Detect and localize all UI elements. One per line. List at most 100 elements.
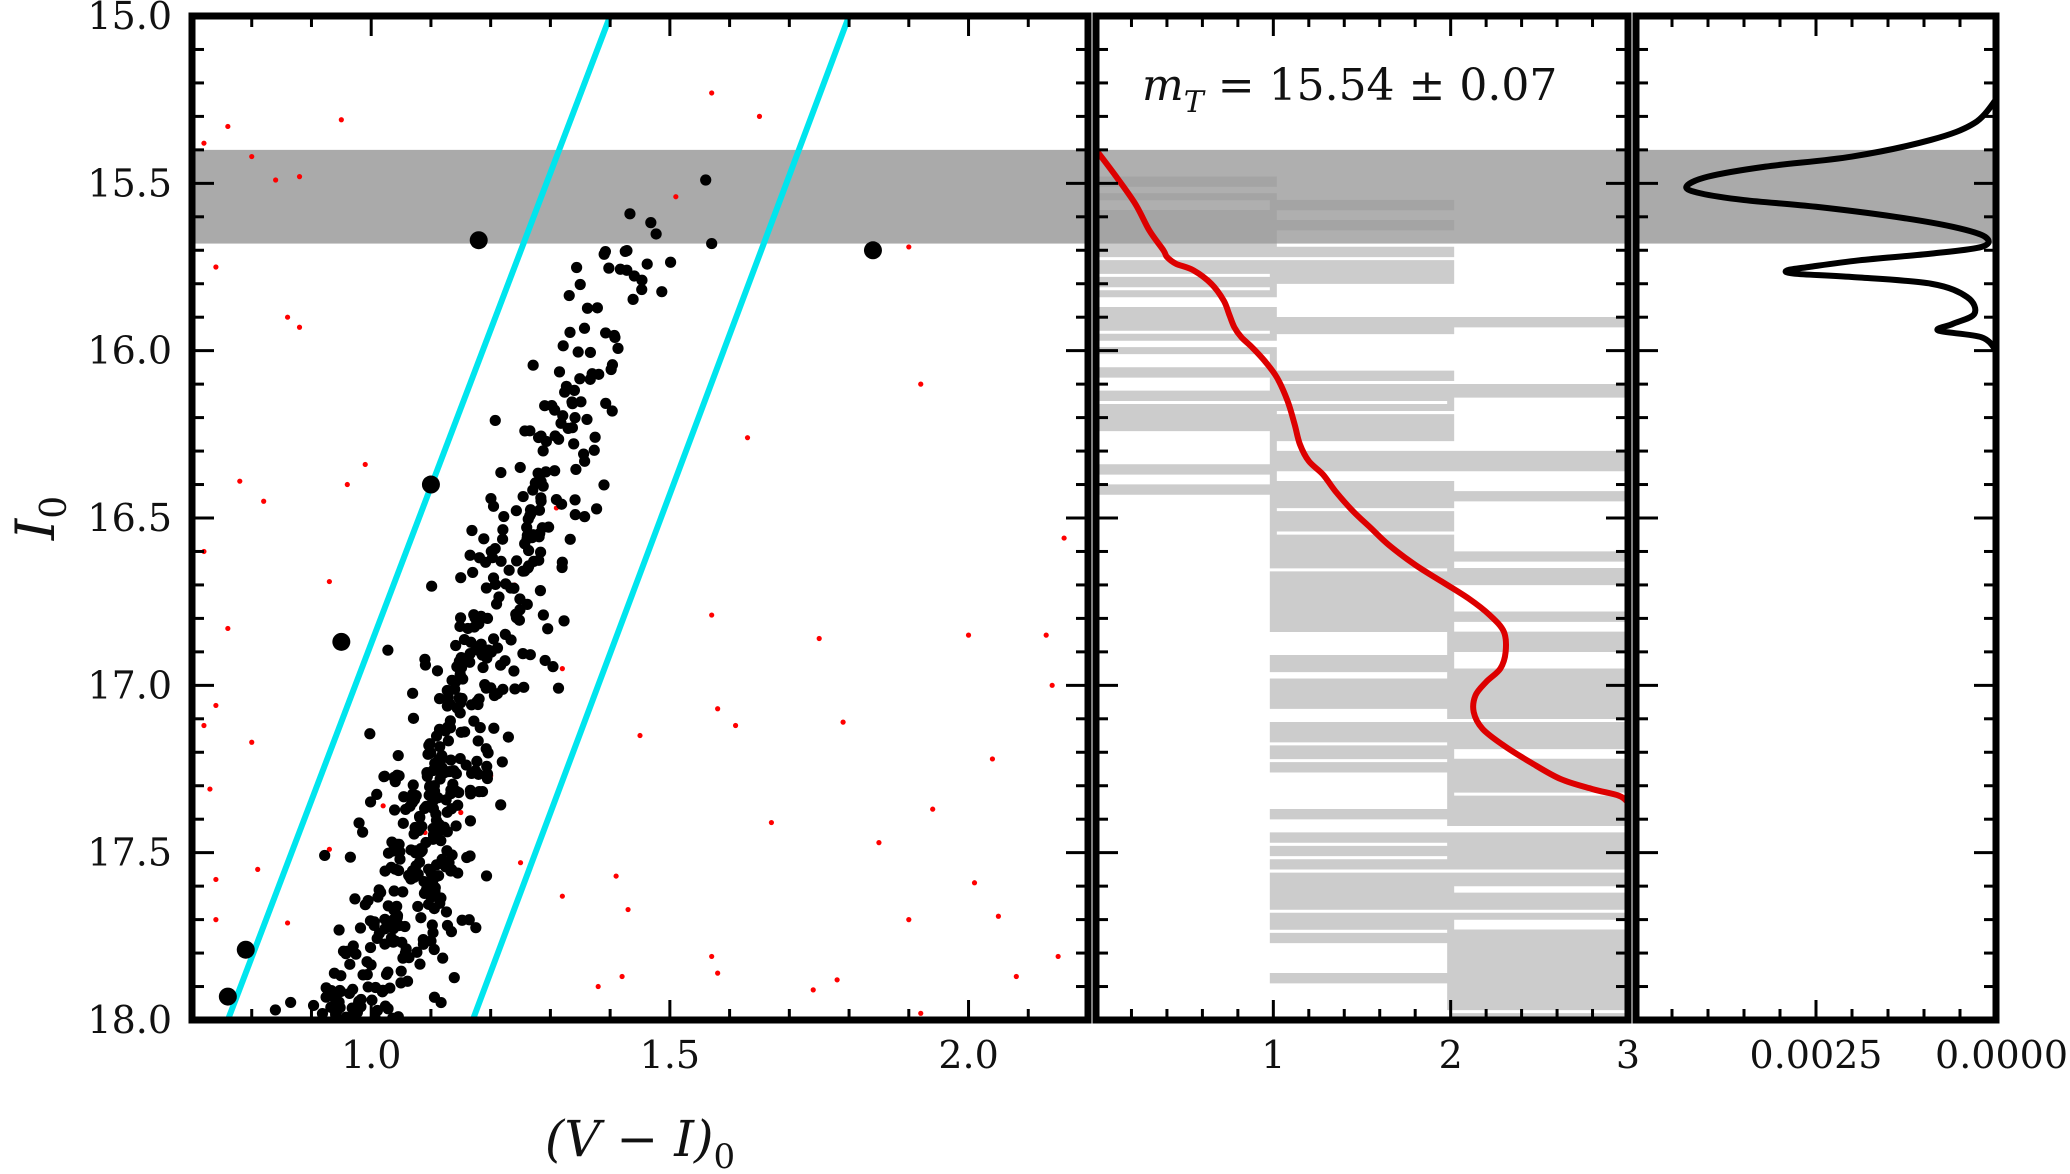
selected-star	[480, 582, 493, 594]
selected-star	[466, 524, 478, 537]
selected-star	[557, 340, 569, 352]
selected-star	[569, 412, 581, 424]
y-axis-title: I0	[4, 496, 75, 541]
selected-star	[364, 796, 377, 808]
selected-star	[636, 274, 648, 286]
rejected-star	[255, 866, 261, 873]
selected-star	[486, 552, 499, 564]
selected-star	[535, 492, 547, 504]
selected-star	[503, 564, 515, 576]
rejected-star	[225, 123, 231, 130]
selected-star	[514, 593, 526, 605]
selected-star	[532, 431, 545, 444]
x-tick-label: 0.0000	[1935, 1033, 2068, 1077]
selected-star	[526, 532, 538, 544]
selected-star	[575, 396, 587, 408]
rejected-star	[768, 819, 775, 826]
lf-histogram-steps	[1096, 166, 1628, 1020]
selected-star	[700, 174, 712, 186]
selected-star	[418, 887, 431, 899]
selected-star	[590, 503, 603, 515]
selected-star	[496, 756, 508, 768]
selected-star	[430, 814, 443, 826]
selected-star	[549, 465, 561, 477]
selected-star	[540, 466, 552, 478]
rejected-star	[840, 719, 846, 725]
selected-star	[442, 691, 454, 704]
selected-star	[414, 958, 426, 970]
selected-star	[547, 661, 559, 673]
selected-star	[537, 609, 549, 621]
selected-star	[407, 779, 419, 791]
selected-star	[559, 386, 571, 398]
selected-star	[517, 648, 529, 660]
er-frame	[1632, 12, 2000, 1024]
x-tick-label: 1.0	[341, 1033, 401, 1077]
x-tick-label: 1.5	[640, 1033, 700, 1077]
selected-star	[558, 615, 570, 627]
selected-star	[606, 359, 619, 371]
rejected-star	[1061, 535, 1067, 541]
selected-star	[365, 959, 377, 971]
x-tick-label: 2.0	[938, 1033, 998, 1077]
selected-star	[479, 679, 491, 691]
selected-star	[382, 644, 394, 656]
rejected-star	[637, 732, 643, 739]
selected-star	[624, 208, 636, 220]
rejected-star	[273, 177, 279, 183]
selected-star	[334, 984, 346, 997]
selected-star	[431, 665, 444, 677]
selected-star	[392, 749, 404, 762]
x-tick-label: 3	[1616, 1033, 1640, 1077]
selected-star	[412, 900, 424, 913]
selected-star	[462, 622, 474, 635]
selected-star	[236, 940, 255, 959]
rejected-star	[715, 706, 721, 712]
selected-star	[427, 927, 439, 939]
selected-star	[499, 628, 511, 640]
selected-star	[508, 582, 520, 594]
selected-star	[332, 632, 351, 651]
selected-star	[340, 948, 352, 960]
selected-star	[353, 817, 365, 829]
x-axis-title: (V − I)0	[545, 1110, 735, 1174]
selected-star	[612, 342, 624, 354]
selected-star	[445, 926, 458, 938]
selected-star	[455, 726, 467, 738]
lf-trgb-band	[1096, 149, 1628, 244]
y-tick-label: 15.0	[87, 0, 172, 38]
selected-star	[598, 479, 610, 491]
selected-star	[473, 552, 486, 564]
selected-star	[391, 911, 403, 923]
selected-star	[534, 585, 547, 597]
selected-star	[420, 836, 432, 849]
selected-star	[407, 687, 419, 699]
selected-star	[468, 715, 480, 727]
rejected-star	[249, 739, 255, 745]
selected-star	[441, 766, 453, 778]
selected-star	[320, 991, 332, 1003]
selected-star	[413, 856, 426, 868]
selected-star	[511, 555, 523, 567]
selected-star	[433, 755, 445, 767]
selected-star	[439, 725, 451, 737]
selected-star	[344, 958, 356, 970]
rejected-star	[1013, 973, 1019, 980]
selected-star	[621, 245, 633, 257]
trgb-annotation: mT = 15.54 ± 0.07	[1142, 60, 1557, 120]
y-tick-label: 16.5	[87, 496, 172, 540]
rejected-star	[237, 478, 243, 484]
selected-star	[469, 765, 482, 777]
selected-star	[389, 776, 401, 788]
rejected-star	[213, 702, 219, 709]
selected-star	[430, 859, 443, 871]
selected-star	[450, 639, 462, 652]
selected-star	[656, 286, 668, 298]
selected-star	[589, 431, 601, 443]
rejected-star	[326, 846, 332, 852]
selected-star	[509, 683, 521, 695]
selected-star	[621, 264, 633, 276]
selected-star	[480, 743, 492, 755]
selected-star	[397, 817, 409, 829]
selected-star	[421, 475, 440, 494]
